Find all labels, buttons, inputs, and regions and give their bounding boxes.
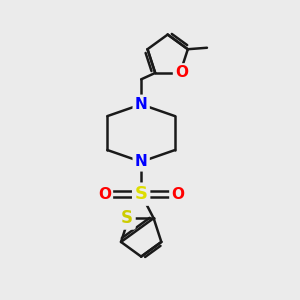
Text: N: N — [135, 154, 148, 169]
Text: O: O — [98, 187, 111, 202]
Text: O: O — [175, 65, 188, 80]
Text: S: S — [135, 185, 148, 203]
Text: N: N — [135, 97, 148, 112]
Text: S: S — [121, 209, 133, 227]
Text: O: O — [172, 187, 184, 202]
